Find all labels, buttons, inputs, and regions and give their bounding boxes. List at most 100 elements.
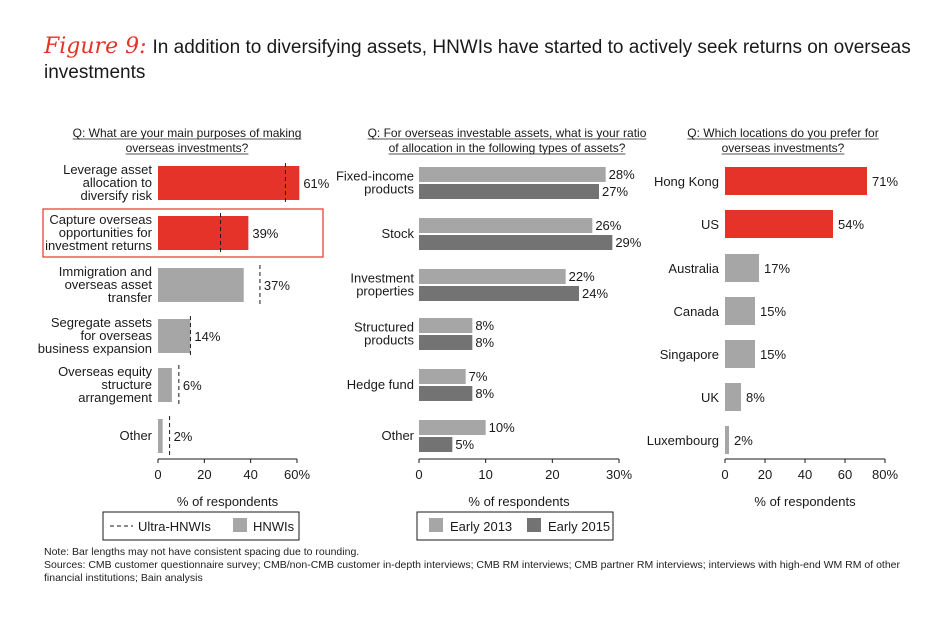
category-label: allocation to — [83, 175, 152, 190]
category-label: transfer — [108, 290, 153, 305]
data-label: 37% — [264, 278, 290, 293]
data-label: 7% — [469, 369, 488, 384]
bar — [158, 216, 249, 250]
bar — [725, 297, 755, 325]
bar — [725, 383, 741, 411]
data-label: 10% — [489, 420, 515, 435]
legend-box — [416, 511, 614, 541]
bar — [419, 235, 613, 250]
bar — [419, 269, 566, 284]
category-label: properties — [356, 284, 414, 299]
question-text: Q: For overseas investable assets, what … — [368, 126, 647, 140]
bar — [419, 420, 486, 435]
bar — [158, 268, 244, 302]
question-text: Q: Which locations do you prefer for — [687, 126, 878, 140]
category-label: investment returns — [45, 238, 152, 253]
x-tick-label: 80% — [872, 467, 898, 482]
bar — [725, 340, 755, 368]
bar — [419, 286, 579, 301]
category-label: business expansion — [38, 341, 152, 356]
x-tick-label: 20 — [545, 467, 559, 482]
data-label: 24% — [582, 286, 608, 301]
question-text: overseas investments? — [722, 141, 845, 155]
category-label: products — [364, 333, 414, 348]
x-axis-label: % of respondents — [754, 494, 856, 509]
data-label: 39% — [252, 226, 278, 241]
bar — [725, 426, 729, 454]
legend-swatch-hnwi — [233, 518, 247, 532]
category-label: Luxembourg — [647, 433, 719, 448]
highlight-box — [42, 208, 324, 258]
category-label: Other — [119, 428, 152, 443]
category-label: Segregate assets — [51, 315, 153, 330]
note-text: Note: Bar lengths may not have consisten… — [44, 546, 360, 558]
data-label: 15% — [760, 304, 786, 319]
x-axis-label: % of respondents — [468, 494, 570, 509]
category-label: Canada — [673, 304, 719, 319]
x-tick-label: 20 — [197, 467, 211, 482]
category-label: Hong Kong — [654, 174, 719, 189]
x-tick-label: 30% — [606, 467, 632, 482]
x-tick-label: 60 — [838, 467, 852, 482]
bar — [419, 369, 466, 384]
x-tick-label: 40 — [798, 467, 812, 482]
x-tick-label: 20 — [758, 467, 772, 482]
bar — [158, 319, 191, 353]
legend-label: Early 2015 — [548, 519, 610, 534]
data-label: 26% — [595, 218, 621, 233]
data-label: 8% — [475, 386, 494, 401]
bar — [419, 386, 473, 401]
category-label: Overseas equity — [58, 364, 152, 379]
category-label: Fixed-income — [336, 169, 414, 184]
x-tick-label: 0 — [415, 467, 422, 482]
bar — [419, 318, 473, 333]
category-label: UK — [701, 390, 719, 405]
category-label: Hedge fund — [347, 377, 414, 392]
bar — [419, 167, 606, 182]
x-tick-label: 60% — [284, 467, 310, 482]
bar — [419, 437, 453, 452]
legend-label: Ultra-HNWIs — [138, 519, 211, 534]
legend-swatch-2015 — [527, 518, 541, 532]
category-label: US — [701, 217, 719, 232]
category-label: structure — [101, 377, 152, 392]
data-label: 8% — [475, 318, 494, 333]
category-label: diversify risk — [80, 188, 152, 203]
data-label: 8% — [746, 390, 765, 405]
data-label: 6% — [183, 378, 202, 393]
category-label: arrangement — [78, 390, 152, 405]
bar — [725, 167, 867, 195]
legend-swatch-2013 — [429, 518, 443, 532]
data-label: 71% — [872, 174, 898, 189]
data-label: 17% — [764, 261, 790, 276]
data-label: 28% — [609, 167, 635, 182]
data-label: 2% — [734, 433, 753, 448]
category-label: for overseas — [80, 328, 152, 343]
question-text: overseas investments? — [126, 141, 249, 155]
bar — [419, 335, 473, 350]
category-label: Capture overseas — [49, 212, 152, 227]
bar — [419, 184, 599, 199]
figure-label: Figure 9: — [44, 34, 147, 59]
category-label: Investment — [350, 271, 414, 286]
x-tick-label: 0 — [154, 467, 161, 482]
data-label: 27% — [602, 184, 628, 199]
category-label: Singapore — [660, 347, 719, 362]
data-label: 54% — [838, 217, 864, 232]
category-label: products — [364, 182, 414, 197]
data-label: 8% — [475, 335, 494, 350]
x-tick-label: 0 — [721, 467, 728, 482]
category-label: overseas asset — [65, 277, 153, 292]
category-label: Other — [381, 428, 414, 443]
data-label: 61% — [303, 176, 329, 191]
category-label: Stock — [381, 226, 414, 241]
figure-title: In addition to diversifying assets, HNWI… — [44, 37, 911, 83]
sources-text: Sources: CMB customer questionnaire surv… — [44, 559, 901, 584]
category-label: Australia — [668, 261, 719, 276]
x-tick-label: 40 — [243, 467, 257, 482]
category-label: Structured — [354, 320, 414, 335]
bar — [158, 419, 163, 453]
x-tick-label: 10 — [478, 467, 492, 482]
bar — [158, 166, 300, 200]
question-text: Q: What are your main purposes of making — [73, 126, 302, 140]
